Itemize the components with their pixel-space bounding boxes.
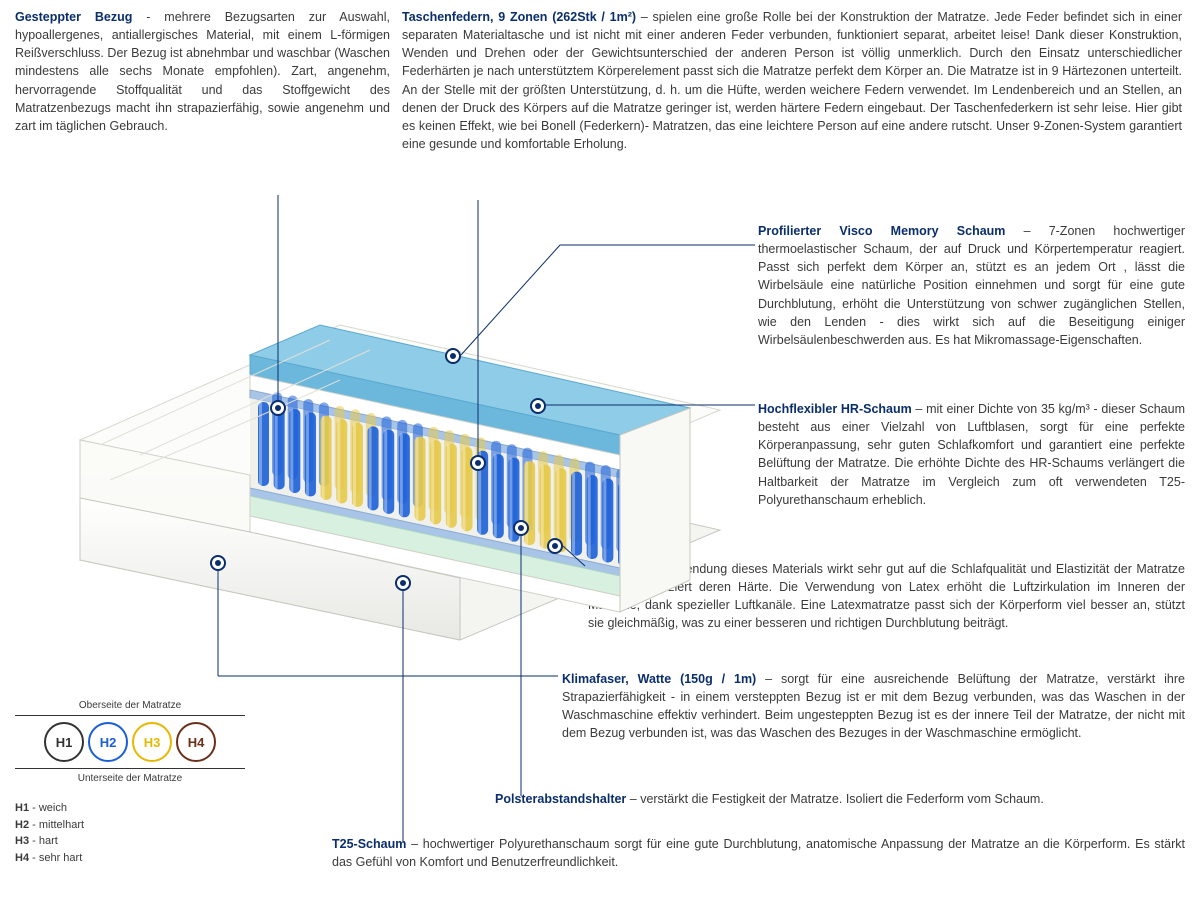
body-taschenfedern: – spielen eine große Rolle bei der Konst… xyxy=(402,10,1182,151)
desc-visco: Profilierter Visco Memory Schaum – 7-Zon… xyxy=(758,222,1185,349)
title-visco: Profilierter Visco Memory Schaum xyxy=(758,224,1005,238)
title-hr-schaum: Hochflexibler HR-Schaum xyxy=(758,402,912,416)
hardness-circle: H3 xyxy=(132,722,172,762)
desc-taschenfedern: Taschenfedern, 9 Zonen (262Stk / 1m²) – … xyxy=(402,8,1182,153)
hardness-circle: H4 xyxy=(176,722,216,762)
hardness-legend-row: H2 - mittelhart xyxy=(15,817,245,834)
title-t25: T25-Schaum xyxy=(332,837,406,851)
dot-visco xyxy=(445,348,461,364)
dot-klimafaser xyxy=(210,555,226,571)
desc-gesteppter-bezug: Gesteppter Bezug - mehrere Bezugsarten z… xyxy=(15,8,390,135)
title-polster: Polsterabstandshalter xyxy=(495,792,626,806)
desc-polster: Polsterabstandshalter – verstärkt die Fe… xyxy=(495,790,1185,808)
dot-federn xyxy=(470,455,486,471)
body-hr-schaum: – mit einer Dichte von 35 kg/m³ - dieser… xyxy=(758,402,1185,507)
dot-latex xyxy=(547,538,563,554)
title-klimafaser: Klimafaser, Watte (150g / 1m) xyxy=(562,672,756,686)
desc-t25: T25-Schaum – hochwertiger Polyurethansch… xyxy=(332,835,1185,871)
hardness-bottom-label: Unterseite der Matratze xyxy=(15,773,245,784)
hardness-circles: H1H2H3H4 xyxy=(15,722,245,762)
body-polster: – verstärkt die Festigkeit der Matratze.… xyxy=(626,792,1044,806)
dot-polster xyxy=(513,520,529,536)
title-gesteppter-bezug: Gesteppter Bezug xyxy=(15,10,132,24)
hardness-legend-row: H3 - hart xyxy=(15,833,245,850)
hardness-legend-row: H4 - sehr hart xyxy=(15,850,245,867)
hardness-top-label: Oberseite der Matratze xyxy=(15,700,245,711)
dot-hr xyxy=(530,398,546,414)
hardness-legend: Oberseite der Matratze H1H2H3H4 Untersei… xyxy=(15,700,245,866)
hardness-legend-row: H1 - weich xyxy=(15,800,245,817)
hardness-circle: H1 xyxy=(44,722,84,762)
desc-klimafaser: Klimafaser, Watte (150g / 1m) – sorgt fü… xyxy=(562,670,1185,743)
hardness-circle: H2 xyxy=(88,722,128,762)
body-visco: – 7-Zonen hochwertiger thermoelastischer… xyxy=(758,224,1185,347)
dot-bezug xyxy=(270,400,286,416)
mattress-illustration xyxy=(20,230,740,650)
desc-hr-schaum: Hochflexibler HR-Schaum – mit einer Dich… xyxy=(758,400,1185,509)
body-t25: – hochwertiger Polyurethanschaum sorgt f… xyxy=(332,837,1185,869)
dot-t25 xyxy=(395,575,411,591)
hardness-legend-list: H1 - weichH2 - mittelhartH3 - hartH4 - s… xyxy=(15,800,245,866)
title-taschenfedern: Taschenfedern, 9 Zonen (262Stk / 1m²) xyxy=(402,10,636,24)
body-gesteppter-bezug: - mehrere Bezugsarten zur Auswahl, hypoa… xyxy=(15,10,390,133)
